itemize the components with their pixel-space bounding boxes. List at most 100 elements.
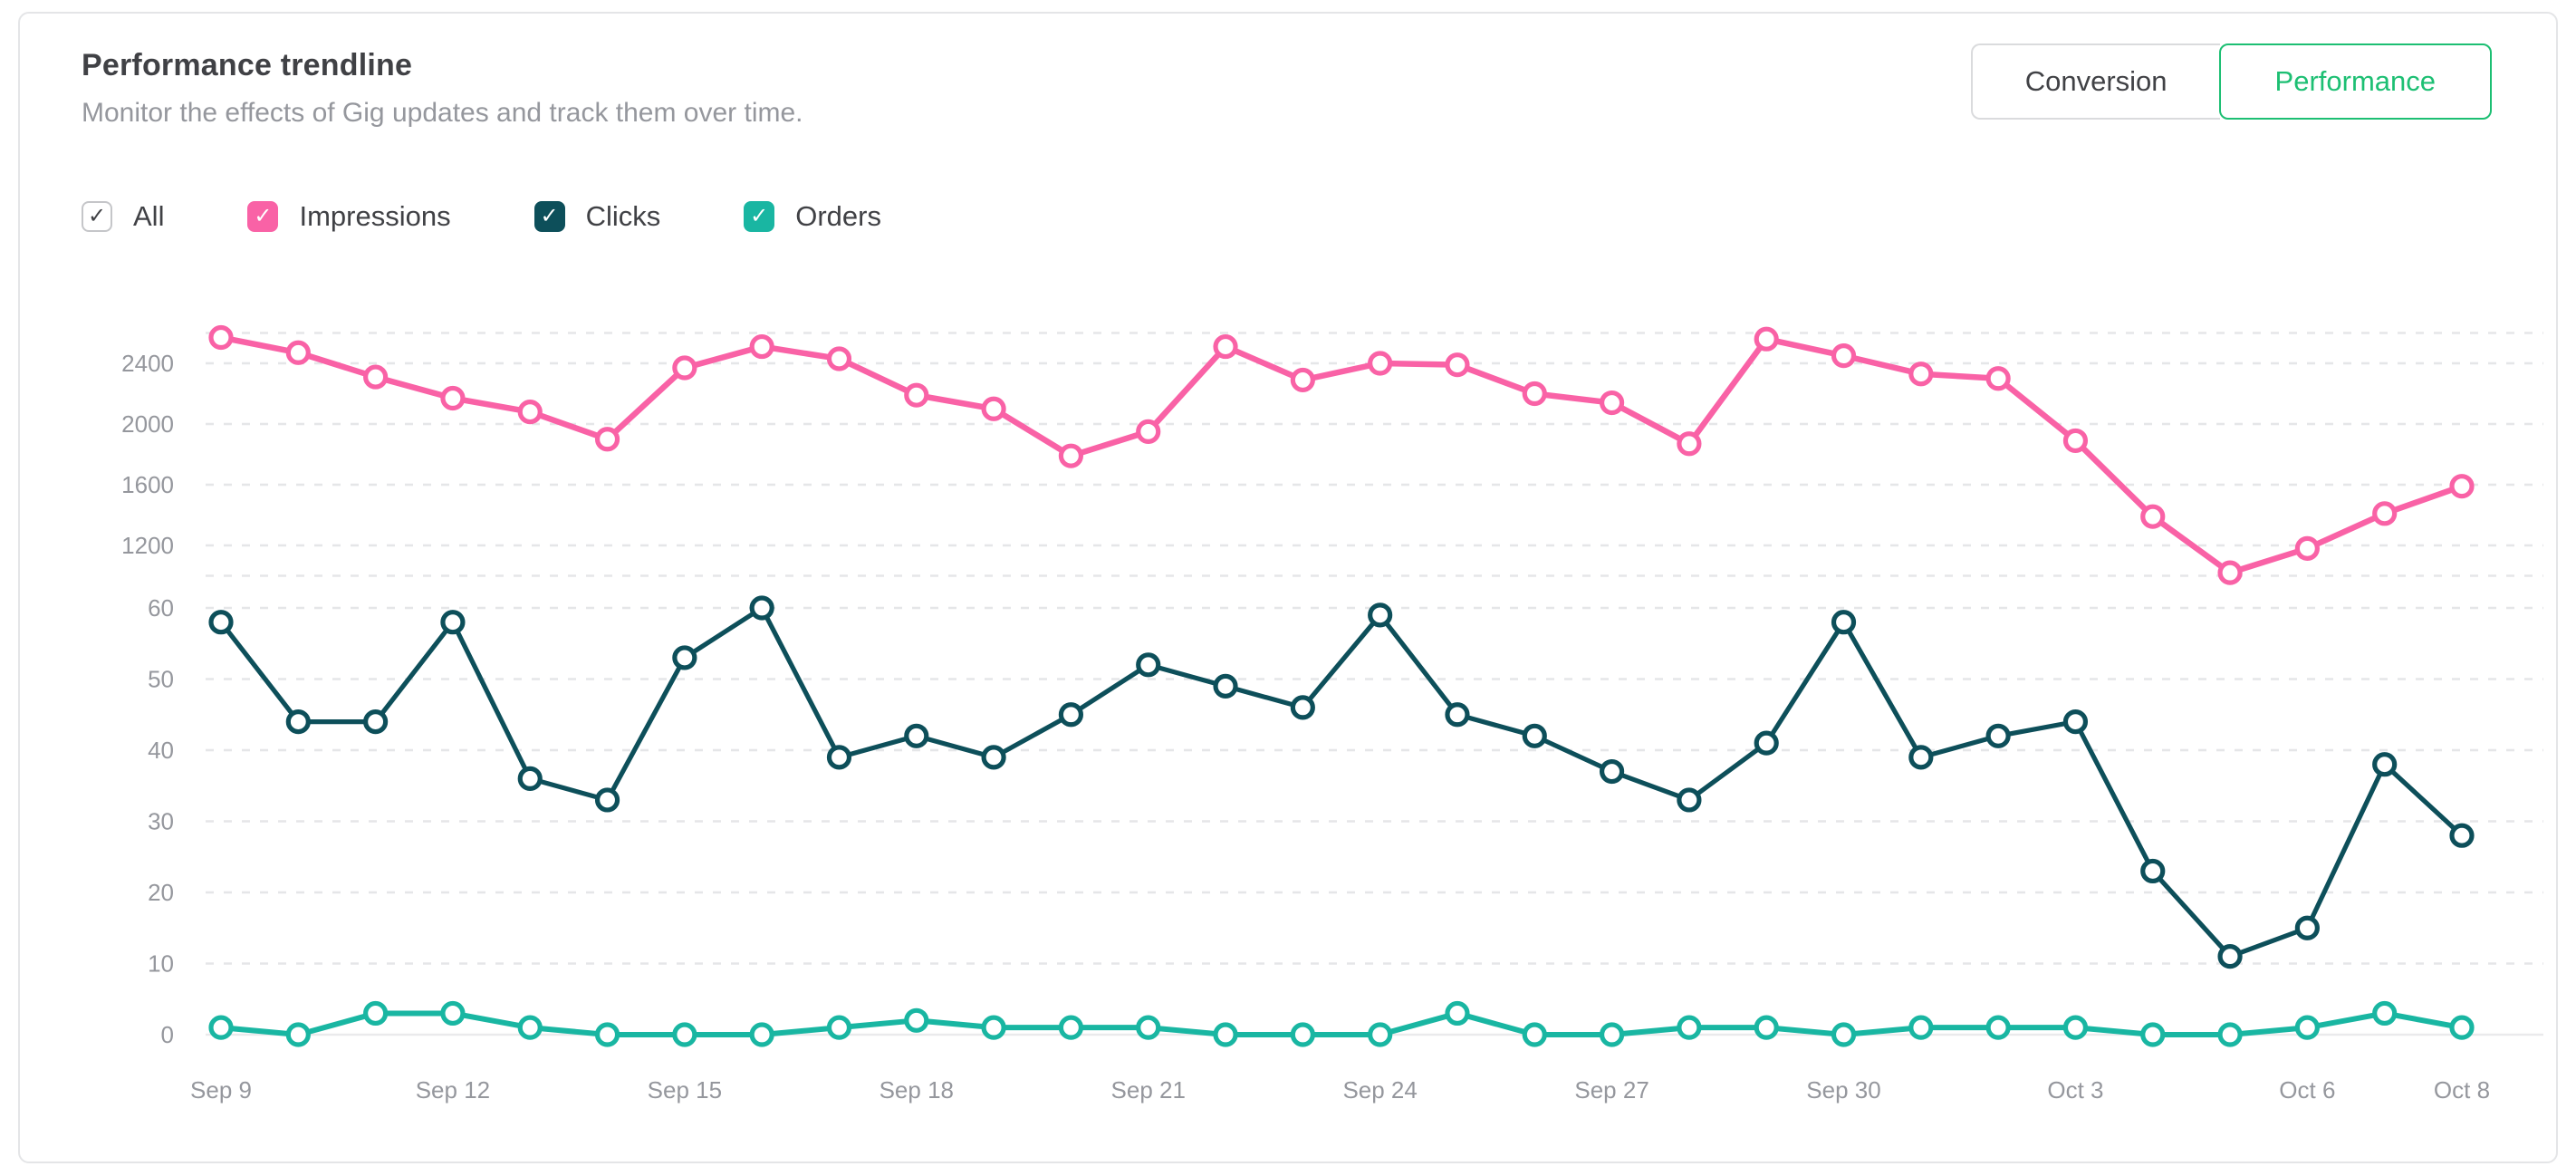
orders-point[interactable] xyxy=(2372,1000,2398,1027)
impressions-point[interactable] xyxy=(1908,361,1934,387)
orders-point[interactable] xyxy=(285,1022,311,1047)
impressions-point[interactable] xyxy=(749,333,774,360)
impressions-point[interactable] xyxy=(363,364,389,390)
orders-point[interactable] xyxy=(440,1000,466,1027)
impressions-point[interactable] xyxy=(672,355,697,381)
impressions-point[interactable] xyxy=(2372,501,2398,526)
clicks-point[interactable] xyxy=(1599,758,1625,785)
orders-point[interactable] xyxy=(1831,1022,1857,1047)
orders-point[interactable] xyxy=(2217,1022,2243,1047)
impressions-point[interactable] xyxy=(981,396,1006,421)
clicks-point[interactable] xyxy=(2217,944,2243,969)
impressions-point[interactable] xyxy=(2140,504,2166,529)
orders-point[interactable] xyxy=(1522,1022,1547,1047)
impressions-point[interactable] xyxy=(2217,560,2243,585)
clicks-point[interactable] xyxy=(826,745,852,770)
orders-point[interactable] xyxy=(1908,1015,1934,1040)
orders-point[interactable] xyxy=(2449,1015,2475,1040)
impressions-point[interactable] xyxy=(904,382,929,408)
clicks-point[interactable] xyxy=(981,745,1006,770)
clicks-point[interactable] xyxy=(594,787,620,813)
clicks-point[interactable] xyxy=(1136,652,1161,678)
orders-point[interactable] xyxy=(2140,1022,2166,1047)
clicks-point[interactable] xyxy=(1445,702,1470,728)
impressions-point[interactable] xyxy=(517,400,543,425)
impressions-point[interactable] xyxy=(1058,443,1084,468)
clicks-point[interactable] xyxy=(1368,602,1393,628)
impressions-point[interactable] xyxy=(440,385,466,411)
orders-point[interactable] xyxy=(981,1015,1006,1040)
orders-point[interactable] xyxy=(1058,1015,1084,1040)
legend-item-clicks[interactable]: ✓ Clicks xyxy=(533,200,660,233)
impressions-point[interactable] xyxy=(1677,431,1702,457)
orders-point[interactable] xyxy=(2062,1015,2089,1040)
orders-checkbox[interactable]: ✓ xyxy=(744,201,775,232)
impressions-point[interactable] xyxy=(1213,333,1238,360)
impressions-point[interactable] xyxy=(1985,366,2011,391)
orders-point[interactable] xyxy=(1290,1022,1315,1047)
legend-item-orders[interactable]: ✓ Orders xyxy=(744,200,881,233)
clicks-point[interactable] xyxy=(1831,610,1857,635)
clicks-point[interactable] xyxy=(2294,915,2320,940)
clicks-point[interactable] xyxy=(2449,823,2475,848)
orders-point[interactable] xyxy=(1368,1022,1393,1047)
impressions-point[interactable] xyxy=(208,324,234,351)
impressions-point[interactable] xyxy=(1831,343,1857,369)
clicks-point[interactable] xyxy=(672,645,697,670)
all-checkbox[interactable]: ✓ xyxy=(82,201,112,232)
orders-point[interactable] xyxy=(749,1022,774,1047)
clicks-point[interactable] xyxy=(208,610,234,635)
clicks-point[interactable] xyxy=(440,610,466,635)
clicks-point[interactable] xyxy=(1754,730,1779,756)
orders-point[interactable] xyxy=(1985,1015,2011,1040)
impressions-point[interactable] xyxy=(2062,428,2089,454)
impressions-point[interactable] xyxy=(1754,326,1779,352)
impressions-point[interactable] xyxy=(2449,474,2475,499)
orders-point[interactable] xyxy=(1599,1022,1625,1047)
orders-point[interactable] xyxy=(594,1022,620,1047)
clicks-point[interactable] xyxy=(1522,723,1547,748)
impressions-point[interactable] xyxy=(2294,535,2320,561)
clicks-point[interactable] xyxy=(2372,752,2398,777)
legend-item-impressions[interactable]: ✓ Impressions xyxy=(247,200,451,233)
orders-point[interactable] xyxy=(826,1015,852,1040)
impressions-checkbox[interactable]: ✓ xyxy=(247,201,279,232)
impressions-point[interactable] xyxy=(1599,390,1625,416)
clicks-point[interactable] xyxy=(1058,702,1084,728)
impressions-point[interactable] xyxy=(1368,351,1393,376)
clicks-point[interactable] xyxy=(1985,723,2011,748)
tab-conversion[interactable]: Conversion xyxy=(1970,43,2220,120)
impressions-point[interactable] xyxy=(1522,381,1547,407)
clicks-point[interactable] xyxy=(1908,745,1934,770)
orders-point[interactable] xyxy=(1445,1000,1470,1027)
tab-performance[interactable]: Performance xyxy=(2218,43,2492,120)
orders-point[interactable] xyxy=(517,1015,543,1040)
impressions-point[interactable] xyxy=(1136,419,1161,444)
orders-point[interactable] xyxy=(363,1000,389,1027)
clicks-point[interactable] xyxy=(363,708,389,735)
impressions-point[interactable] xyxy=(1290,367,1315,393)
impressions-point[interactable] xyxy=(594,427,620,452)
orders-point[interactable] xyxy=(904,1007,929,1033)
impressions-point[interactable] xyxy=(285,340,311,365)
orders-point[interactable] xyxy=(208,1015,234,1040)
clicks-point[interactable] xyxy=(517,766,543,792)
orders-point[interactable] xyxy=(2294,1015,2320,1040)
orders-point[interactable] xyxy=(1677,1015,1702,1040)
orders-point[interactable] xyxy=(1754,1015,1779,1040)
impressions-point[interactable] xyxy=(1445,352,1470,378)
orders-point[interactable] xyxy=(672,1022,697,1047)
clicks-point[interactable] xyxy=(1290,695,1315,720)
clicks-point[interactable] xyxy=(2062,708,2089,735)
orders-point[interactable] xyxy=(1213,1022,1238,1047)
clicks-point[interactable] xyxy=(285,708,311,735)
orders-point[interactable] xyxy=(1136,1015,1161,1040)
impressions-point[interactable] xyxy=(826,346,852,371)
clicks-point[interactable] xyxy=(904,723,929,748)
clicks-checkbox[interactable]: ✓ xyxy=(533,201,565,232)
clicks-point[interactable] xyxy=(1677,787,1702,813)
clicks-point[interactable] xyxy=(1213,673,1238,699)
legend-item-all[interactable]: ✓ All xyxy=(82,200,164,233)
clicks-point[interactable] xyxy=(749,595,774,621)
clicks-point[interactable] xyxy=(2140,858,2166,884)
